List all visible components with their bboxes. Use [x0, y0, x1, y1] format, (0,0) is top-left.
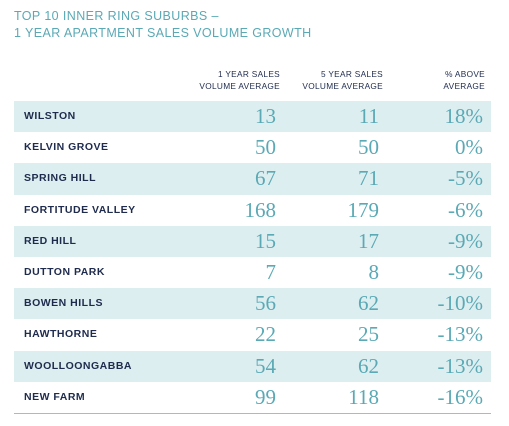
one-year-value: 99 [255, 384, 276, 409]
title-line-2: 1 YEAR APARTMENT SALES VOLUME GROWTH [14, 26, 312, 40]
percent-above-value: -13% [437, 353, 484, 378]
table-row: WILSTON 13 11 18% [14, 101, 491, 133]
table-row: BOWEN HILLS 56 62 -10% [14, 288, 491, 320]
header-1-year-line-2: VOLUME AVERAGE [199, 81, 280, 91]
percent-above-value: -9% [448, 259, 483, 284]
table-row: NEW FARM 99 118 -16% [14, 382, 491, 413]
header-1-year-sales: 1 YEAR SALES VOLUME AVERAGE [199, 68, 280, 92]
header-5-year-line-2: VOLUME AVERAGE [302, 81, 383, 91]
suburb-name: RED HILL [24, 234, 77, 247]
header-percent-above: % ABOVE AVERAGE [443, 68, 485, 92]
percent-above-value: 18% [444, 104, 484, 128]
one-year-value: 13 [255, 104, 276, 128]
table-row: RED HILL 15 17 -9% [14, 225, 491, 257]
suburb-name: NEW FARM [24, 390, 86, 403]
one-year-value: 15 [255, 228, 276, 253]
five-year-value: 17 [358, 228, 379, 253]
percent-above-value: -9% [448, 228, 483, 253]
five-year-value: 62 [358, 353, 379, 378]
column-headers: 1 YEAR SALES VOLUME AVERAGE 5 YEAR SALES… [0, 68, 509, 94]
five-year-value: 8 [368, 259, 380, 284]
suburb-name: SPRING HILL [24, 172, 97, 185]
one-year-value: 56 [255, 291, 276, 316]
one-year-value: 50 [255, 135, 276, 160]
suburb-name: WOOLLOONGABBA [24, 359, 132, 372]
one-year-value: 168 [244, 197, 277, 222]
one-year-value: 7 [265, 259, 277, 284]
suburb-name: KELVIN GROVE [24, 141, 109, 154]
suburb-name: BOWEN HILLS [24, 297, 103, 310]
five-year-value: 62 [358, 291, 379, 316]
header-1-year-line-1: 1 YEAR SALES [217, 69, 280, 79]
table-row: SPRING HILL 67 71 -5% [14, 163, 491, 195]
suburb-name: WILSTON [24, 110, 76, 122]
header-5-year-line-1: 5 YEAR SALES [320, 69, 383, 79]
one-year-value: 54 [255, 353, 276, 378]
five-year-value: 71 [358, 166, 379, 191]
five-year-value: 11 [358, 104, 379, 128]
suburb-name: DUTTON PARK [24, 265, 105, 278]
table-row: FORTITUDE VALLEY 168 179 -6% [14, 195, 491, 226]
one-year-value: 22 [255, 322, 276, 347]
header-percent-line-2: AVERAGE [443, 81, 485, 91]
percent-above-value: -6% [448, 197, 483, 222]
table-row: WOOLLOONGABBA 54 62 -13% [14, 350, 491, 382]
percent-above-value: -5% [448, 166, 483, 191]
suburb-name: HAWTHORNE [24, 328, 98, 341]
table-row: DUTTON PARK 7 8 -9% [14, 257, 491, 288]
five-year-value: 25 [358, 322, 379, 347]
percent-above-value: 0% [455, 135, 483, 160]
percent-above-value: -16% [437, 384, 484, 409]
table-row: KELVIN GROVE 50 50 0% [14, 132, 491, 163]
page-title: TOP 10 INNER RING SUBURBS – 1 YEAR APART… [14, 8, 312, 42]
one-year-value: 67 [255, 166, 276, 191]
suburb-table: WILSTON 13 11 18% KELVIN GROVE 50 50 0% SPRING H… [14, 101, 491, 414]
header-percent-line-1: % ABOVE [445, 69, 485, 79]
five-year-value: 179 [347, 197, 380, 222]
percent-above-value: -13% [437, 322, 484, 347]
five-year-value: 118 [348, 384, 379, 409]
suburb-name: FORTITUDE VALLEY [24, 203, 136, 216]
five-year-value: 50 [358, 135, 379, 160]
header-5-year-sales: 5 YEAR SALES VOLUME AVERAGE [302, 68, 383, 92]
percent-above-value: -10% [437, 291, 484, 316]
title-line-1: TOP 10 INNER RING SUBURBS – [14, 9, 219, 23]
table-row: HAWTHORNE 22 25 -13% [14, 319, 491, 350]
